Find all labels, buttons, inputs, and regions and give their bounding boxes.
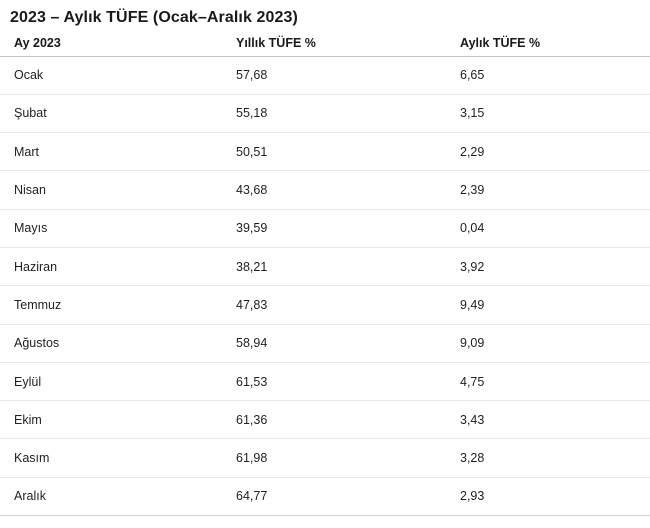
month-cell: Temmuz xyxy=(0,285,236,325)
table-row: Temmuz 47,83 9,49 xyxy=(0,285,650,325)
table-row: Nisan 43,68 2,39 xyxy=(0,170,650,210)
annual-tufe-cell: 61,36 xyxy=(236,400,460,440)
monthly-tufe-cell: 2,39 xyxy=(460,170,650,210)
month-cell: Kasım xyxy=(0,438,236,478)
annual-tufe-cell: 38,21 xyxy=(236,247,460,287)
table-row: Aralık 64,77 2,93 xyxy=(0,477,650,517)
tufe-table: Ay 2023 Yıllık TÜFE % Aylık TÜFE % Ocak 5… xyxy=(0,31,650,517)
monthly-tufe-cell: 3,43 xyxy=(460,400,650,440)
annual-tufe-cell: 58,94 xyxy=(236,324,460,363)
month-cell: Ekim xyxy=(0,400,236,440)
monthly-tufe-cell: 3,28 xyxy=(460,438,650,478)
table-row: Mart 50,51 2,29 xyxy=(0,132,650,172)
annual-tufe-cell: 50,51 xyxy=(236,132,460,172)
monthly-tufe-cell: 3,15 xyxy=(460,94,650,134)
monthly-tufe-cell: 2,29 xyxy=(460,132,650,172)
month-cell: Eylül xyxy=(0,362,236,402)
annual-tufe-cell: 47,83 xyxy=(236,285,460,325)
table-row: Eylül 61,53 4,75 xyxy=(0,362,650,402)
monthly-tufe-cell: 9,49 xyxy=(460,285,650,325)
monthly-tufe-cell: 2,93 xyxy=(460,477,650,517)
month-cell: Haziran xyxy=(0,247,236,287)
month-cell: Mart xyxy=(0,132,236,172)
table-row: Haziran 38,21 3,92 xyxy=(0,247,650,287)
table-row: Şubat 55,18 3,15 xyxy=(0,94,650,134)
annual-tufe-cell: 55,18 xyxy=(236,94,460,134)
annual-tufe-cell: 61,98 xyxy=(236,438,460,478)
page-title: 2023 – Aylık TÜFE (Ocak–Aralık 2023) xyxy=(10,9,298,26)
annual-tufe-cell: 64,77 xyxy=(236,477,460,517)
month-cell: Aralık xyxy=(0,477,236,517)
month-cell: Mayıs xyxy=(0,209,236,248)
column-header-monthly-tufe: Aylık TÜFE % xyxy=(460,31,650,57)
table-body: Ocak 57,68 6,65 Şubat 55,18 3,15 Mart 50,51 2,29… xyxy=(0,56,650,517)
table-row: Ocak 57,68 6,65 xyxy=(0,56,650,95)
column-header-annual-tufe: Yıllık TÜFE % xyxy=(236,31,460,57)
table-row: Ekim 61,36 3,43 xyxy=(0,400,650,440)
table-row: Ağustos 58,94 9,09 xyxy=(0,324,650,363)
month-cell: Şubat xyxy=(0,94,236,134)
annual-tufe-cell: 39,59 xyxy=(236,209,460,248)
monthly-tufe-cell: 6,65 xyxy=(460,56,650,95)
annual-tufe-cell: 61,53 xyxy=(236,362,460,402)
annual-tufe-cell: 43,68 xyxy=(236,170,460,210)
month-cell: Ocak xyxy=(0,56,236,95)
monthly-tufe-cell: 3,92 xyxy=(460,247,650,287)
monthly-tufe-cell: 4,75 xyxy=(460,362,650,402)
header-row: Ay 2023 Yıllık TÜFE % Aylık TÜFE % xyxy=(0,31,650,57)
table-row: Mayıs 39,59 0,04 xyxy=(0,209,650,248)
monthly-tufe-cell: 9,09 xyxy=(460,324,650,363)
monthly-tufe-cell: 0,04 xyxy=(460,209,650,248)
annual-tufe-cell: 57,68 xyxy=(236,56,460,95)
column-header-month: Ay 2023 xyxy=(0,31,236,57)
month-cell: Ağustos xyxy=(0,324,236,363)
table-row: Kasım 61,98 3,28 xyxy=(0,438,650,478)
month-cell: Nisan xyxy=(0,170,236,210)
